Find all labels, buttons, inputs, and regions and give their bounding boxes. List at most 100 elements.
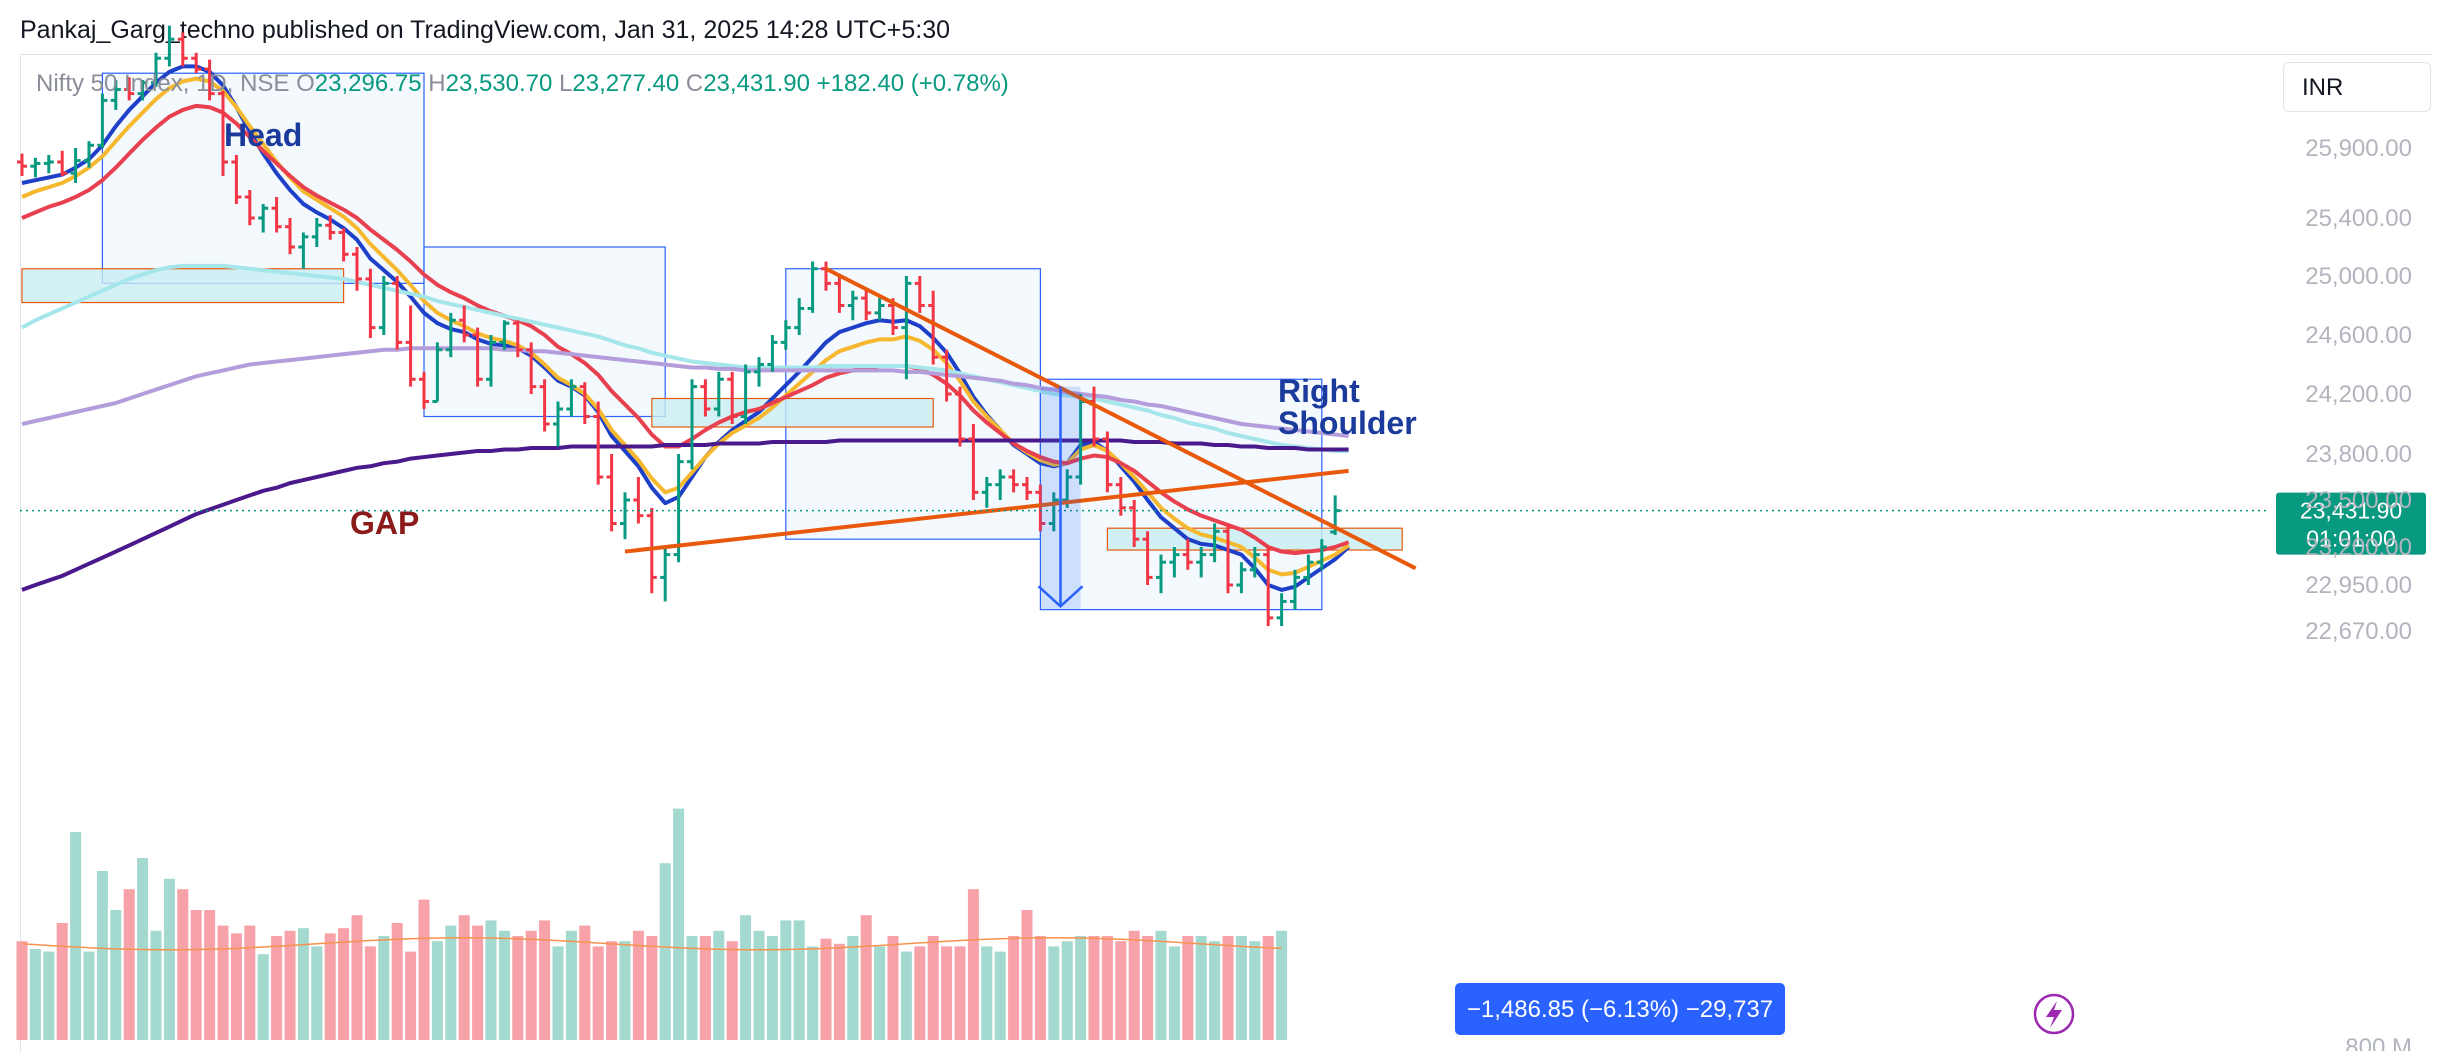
candle: [660, 547, 671, 602]
candle: [1316, 539, 1327, 570]
candle: [1236, 562, 1247, 594]
legend-high-label: H: [428, 70, 446, 97]
volume-bar: [391, 923, 403, 1040]
candle: [579, 382, 590, 424]
volume-bar: [1222, 936, 1234, 1040]
candle: [110, 80, 121, 110]
candle: [1102, 431, 1113, 493]
volume-bar: [43, 951, 55, 1040]
volume-bar: [1088, 936, 1100, 1040]
measure-label: −1,486.85 (−6.13%) −29,737: [1467, 996, 1773, 1023]
candle: [1223, 523, 1233, 594]
volume-bar: [324, 933, 336, 1040]
volume-bar: [177, 889, 189, 1040]
candle: [901, 276, 912, 380]
volume-bar: [927, 936, 939, 1040]
volume-bar: [96, 871, 108, 1040]
volume-bar: [364, 946, 376, 1040]
candle: [231, 155, 242, 204]
volume-bar: [539, 920, 551, 1040]
volume-bar: [874, 946, 886, 1040]
candle: [995, 469, 1006, 500]
volume-bar: [83, 951, 95, 1040]
volume-bar: [619, 941, 631, 1040]
candle: [271, 197, 282, 233]
volume-bar: [431, 941, 443, 1040]
legend-close-value: 23,431.90: [703, 70, 810, 97]
volume-bar: [1155, 930, 1167, 1040]
measure-arrow-head: [1037, 585, 1084, 609]
moving-average-line: [21, 346, 1349, 438]
legend-change: +182.40 (+0.78%): [816, 70, 1009, 97]
moving-average-line: [21, 263, 1349, 453]
candle: [432, 342, 443, 403]
volume-bar: [847, 936, 859, 1040]
legend-symbol: Nifty 50 Index, 1D, NSE: [36, 70, 290, 97]
chart-pane[interactable]: [20, 54, 2432, 1052]
volume-bar: [914, 946, 926, 1040]
candle: [1035, 484, 1046, 532]
trendline[interactable]: [825, 266, 1417, 571]
measure-tool[interactable]: −1,486.85 (−6.13%) −29,737: [1037, 386, 1786, 1035]
volume-bar: [941, 946, 953, 1040]
ohlc-legend: Nifty 50 Index, 1D, NSE O23,296.75 H23,5…: [36, 70, 1009, 98]
volume-bar: [378, 936, 390, 1040]
volume-bar: [753, 930, 765, 1040]
candle: [30, 157, 41, 178]
candle: [566, 379, 577, 417]
volume-bar: [646, 936, 658, 1040]
candle: [419, 371, 429, 409]
price-tick-label: 25,400.00: [2305, 205, 2412, 232]
candle: [325, 215, 336, 240]
volume-bar: [284, 930, 296, 1040]
candle: [1142, 531, 1153, 585]
candle: [981, 477, 992, 508]
volume-bar: [257, 954, 269, 1040]
volume-bar: [525, 930, 537, 1040]
candle: [244, 190, 255, 226]
volume-bar: [565, 930, 577, 1040]
volume-bar: [1115, 941, 1127, 1040]
channel-band: [101, 72, 425, 284]
price-tick-label: 23,800.00: [2305, 441, 2412, 468]
volume-bar: [1075, 936, 1087, 1040]
volume-bar: [1101, 936, 1113, 1040]
volume-bar: [1008, 936, 1020, 1040]
candle: [807, 261, 818, 313]
volume-bar: [271, 936, 283, 1040]
candle: [177, 32, 188, 67]
candle: [700, 379, 711, 417]
price-tag-countdown: 01:01:00: [2306, 526, 2396, 552]
candle: [352, 247, 362, 291]
candle: [1290, 569, 1300, 610]
volume-axis-label: 800 M: [2345, 1034, 2412, 1051]
volume-bar: [552, 946, 564, 1040]
candle: [780, 320, 791, 350]
lightning-icon[interactable]: [2033, 993, 2075, 1035]
candle: [526, 342, 537, 394]
candle: [378, 276, 389, 335]
lightning-icon-bolt: [2046, 1001, 2062, 1028]
volume-bar: [699, 936, 711, 1040]
volume-bar: [418, 899, 430, 1040]
price-tick-label: 25,900.00: [2305, 135, 2412, 162]
candle: [968, 424, 979, 500]
candle: [17, 153, 27, 176]
candle: [164, 25, 175, 67]
candle: [392, 276, 403, 350]
candle: [821, 261, 831, 291]
volume-bar: [123, 889, 135, 1040]
candle: [1263, 547, 1274, 627]
volume-bar: [659, 863, 671, 1040]
volume-bar: [833, 943, 845, 1040]
currency-button[interactable]: INR: [2283, 62, 2431, 112]
candle: [151, 52, 161, 87]
annotation-head: Head: [224, 117, 302, 153]
volume-bar: [807, 946, 819, 1040]
annotation-shoulder: Shoulder: [1278, 405, 1417, 441]
volume-bar: [780, 920, 792, 1040]
volume-bar: [860, 915, 872, 1040]
volume-bar: [1195, 936, 1207, 1040]
legend-open-value: 23,296.75: [314, 70, 422, 97]
